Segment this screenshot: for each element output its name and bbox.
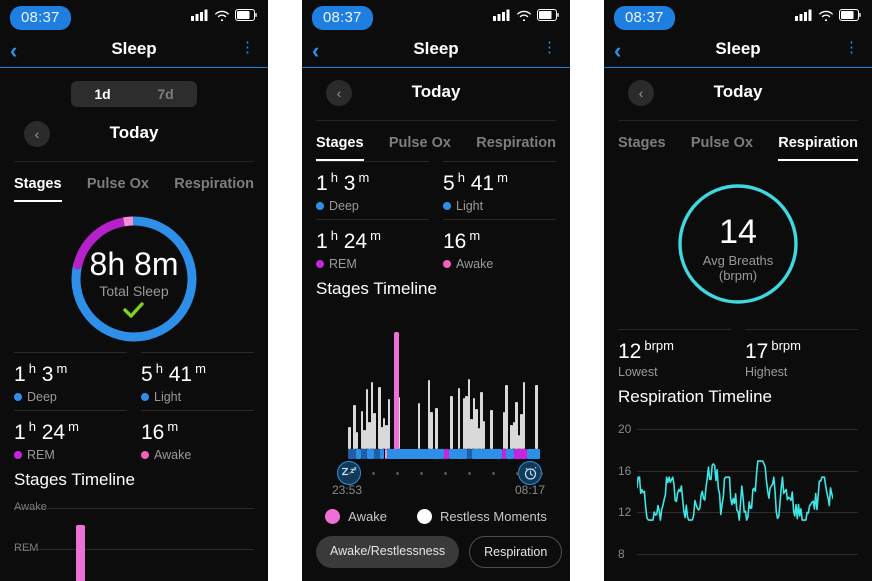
svg-text:Avg Breaths: Avg Breaths xyxy=(703,253,774,268)
svg-text:8h 8m: 8h 8m xyxy=(90,246,179,282)
svg-text:14: 14 xyxy=(719,213,757,251)
svg-text:Total Sleep: Total Sleep xyxy=(99,283,168,299)
svg-text:(brpm): (brpm) xyxy=(719,268,757,283)
